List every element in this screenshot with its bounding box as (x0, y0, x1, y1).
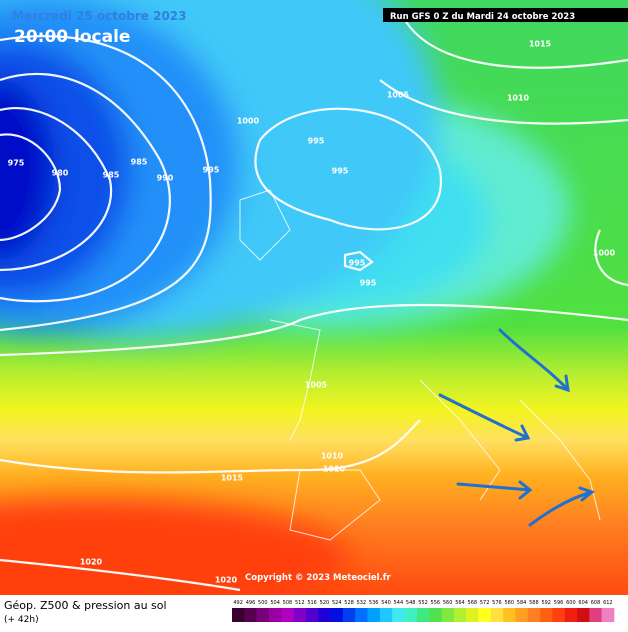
colorbar-swatch (305, 608, 319, 622)
colorbar-swatch (342, 608, 356, 622)
footer-subtitle: (+ 42h) (4, 615, 39, 625)
colorbar-label: 612 (603, 600, 613, 606)
colorbar-swatch (256, 608, 270, 622)
colorbar-label: 544 (394, 600, 404, 606)
colorbar-label: 580 (504, 600, 514, 606)
colorbar-swatch (466, 608, 479, 622)
colorbar-label: 568 (468, 600, 478, 606)
isobar-label: 1000 (593, 249, 616, 258)
isobar-label: 985 (103, 171, 120, 180)
colorbar-swatch (527, 608, 541, 622)
colorbar-swatch (515, 608, 529, 622)
colorbar-label: 556 (431, 600, 441, 606)
colorbar-label: 516 (307, 600, 317, 606)
colorbar-label: 564 (455, 600, 465, 606)
colorbar-label: 600 (566, 600, 576, 606)
colorbar-swatch (244, 608, 257, 622)
isobar-label: 1015 (529, 40, 552, 49)
colorbar-swatch (392, 608, 405, 622)
isobar-label: 995 (308, 137, 325, 146)
isobar-label: 1020 (215, 576, 238, 585)
isobar-labels: 1015 1005 1010 1000 995 995 985 975 980 985 990 995… (8, 40, 616, 585)
isobar-label: 1020 (80, 558, 103, 567)
isobar-label: 1010 (323, 465, 346, 474)
isobar-label: 995 (349, 259, 366, 268)
colorbar-label: 500 (258, 600, 268, 606)
colorbar-swatch (552, 608, 566, 622)
colorbar-label: 536 (369, 600, 379, 606)
time-label: 20:00 locale (14, 27, 130, 47)
colorbar-swatch (379, 608, 393, 622)
colorbar-label: 508 (283, 600, 293, 606)
colorbar-swatch (293, 608, 307, 622)
isobar-label: 1000 (237, 117, 260, 126)
colorbar-swatch (564, 608, 578, 622)
date-label: Mercredi 25 octobre 2023 (12, 9, 187, 23)
colorbar-label: 576 (492, 600, 502, 606)
isobar-label: 980 (52, 169, 69, 178)
colorbar-label: 520 (320, 600, 330, 606)
colorbar-label: 492 (233, 600, 243, 606)
copyright: Copyright © 2023 Meteociel.fr (245, 573, 391, 583)
colorbar-swatch (589, 608, 602, 622)
isobar-label: 985 (131, 158, 148, 167)
colorbar-swatch (318, 608, 331, 622)
colorbar-swatch (429, 608, 442, 622)
colorbar-swatch (268, 608, 282, 622)
colorbar-label: 512 (295, 600, 305, 606)
colorbar-label: 572 (480, 600, 490, 606)
isobar-label: 990 (157, 174, 174, 183)
colorbar-swatch (540, 608, 553, 622)
run-label: Run GFS 0 Z du Mardi 24 octobre 2023 (390, 12, 575, 22)
colorbar-label: 504 (270, 600, 280, 606)
colorbar-swatch (404, 608, 418, 622)
colorbar-swatch (453, 608, 467, 622)
colorbar-swatch (601, 608, 615, 622)
colorbar-swatch (478, 608, 492, 622)
colorbar-swatch (441, 608, 455, 622)
colorbar-label: 528 (344, 600, 354, 606)
footer-title: Géop. Z500 & pression au sol (4, 599, 167, 612)
isobar-label: 995 (203, 166, 220, 175)
colorbar-label: 560 (443, 600, 453, 606)
isobar-label: 1010 (507, 94, 530, 103)
colorbar-swatch (355, 608, 368, 622)
isobar-label: 1005 (305, 381, 328, 390)
colorbar-label: 604 (578, 600, 588, 606)
colorbar-label: 588 (529, 600, 539, 606)
colorbar-label: 548 (406, 600, 416, 606)
colorbar-label: 524 (332, 600, 342, 606)
colorbar-swatch (490, 608, 504, 622)
colorbar-label: 584 (517, 600, 527, 606)
colorbar-label: 540 (381, 600, 391, 606)
colorbar-label: 608 (591, 600, 601, 606)
isobar-label: 1015 (221, 474, 244, 483)
colorbar-swatch (330, 608, 344, 622)
colorbar-label: 552 (418, 600, 428, 606)
colorbar-label: 592 (541, 600, 551, 606)
colorbar-swatch (416, 608, 430, 622)
colorbar: 492 496 500 504 508 512 516 520 524 528 532 536 540 5… (232, 600, 615, 622)
colorbar-swatch (503, 608, 516, 622)
isobar-label: 995 (360, 279, 377, 288)
colorbar-swatch (281, 608, 294, 622)
isobar-label: 1010 (321, 452, 344, 461)
colorbar-label: 496 (246, 600, 256, 606)
isobar-label: 995 (332, 167, 349, 176)
isobar-label: 975 (8, 159, 25, 168)
colorbar-swatch (577, 608, 590, 622)
colorbar-swatch (232, 608, 245, 622)
colorbar-label: 596 (554, 600, 564, 606)
isobar-label: 1005 (387, 91, 410, 100)
colorbar-swatch (367, 608, 381, 622)
colorbar-label: 532 (357, 600, 367, 606)
run-box (383, 8, 628, 22)
